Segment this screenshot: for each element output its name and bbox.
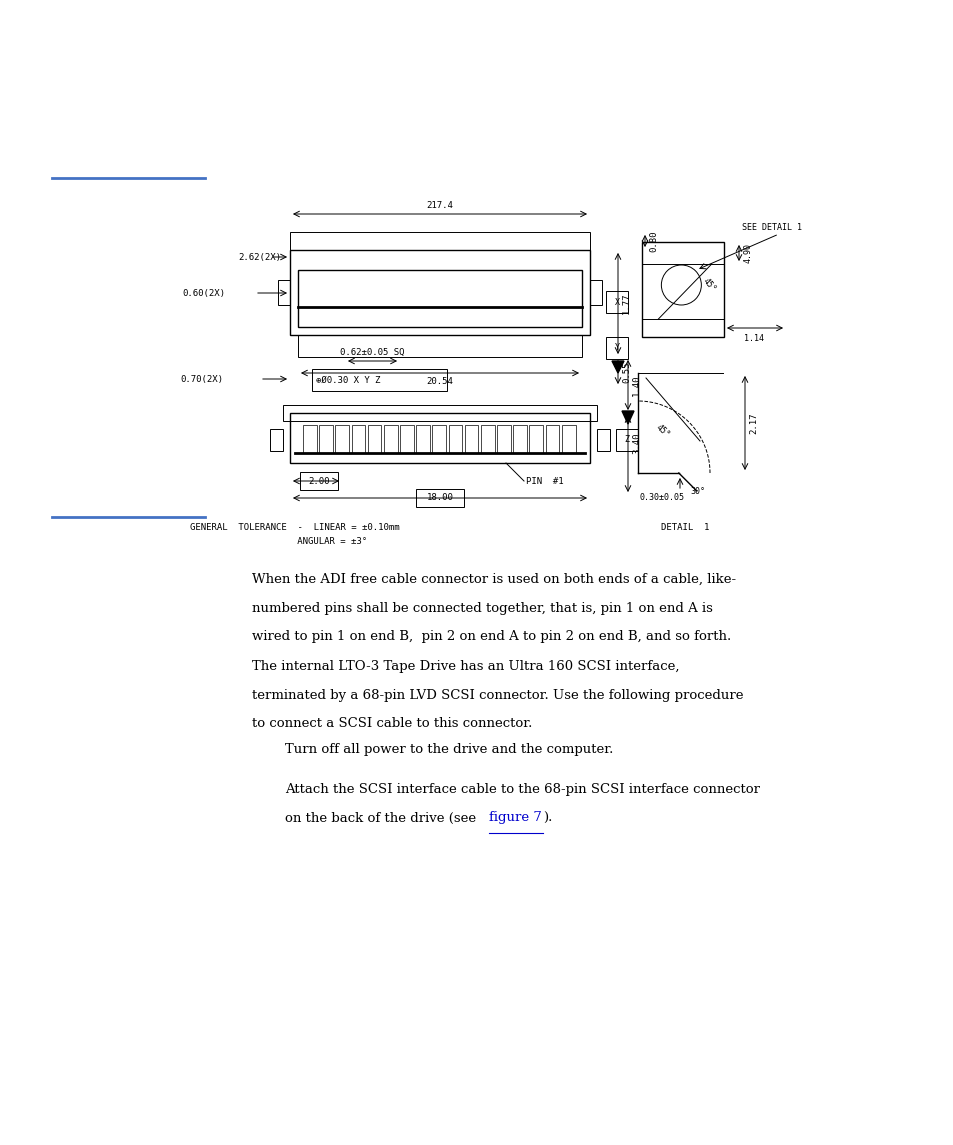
Text: 217.4: 217.4 — [426, 202, 453, 210]
Text: to connect a SCSI cable to this connector.: to connect a SCSI cable to this connecto… — [252, 717, 532, 731]
Bar — [605, 337, 627, 360]
Bar — [277, 281, 290, 305]
Bar — [383, 425, 397, 453]
Bar — [399, 425, 414, 453]
Bar — [641, 242, 723, 337]
Text: 0.30±0.05: 0.30±0.05 — [639, 492, 684, 502]
Text: terminated by a 68-pin LVD SCSI connector. Use the following procedure: terminated by a 68-pin LVD SCSI connecto… — [252, 688, 742, 702]
Text: numbered pins shall be connected together, that is, pin 1 on end A is: numbered pins shall be connected togethe… — [252, 601, 712, 615]
Text: When the ADI free cable connector is used on both ends of a cable, like-: When the ADI free cable connector is use… — [252, 572, 736, 586]
Text: wired to pin 1 on end B,  pin 2 on end A to pin 2 on end B, and so forth.: wired to pin 1 on end B, pin 2 on end A … — [252, 630, 731, 643]
Bar — [290, 413, 589, 463]
Text: 2.00: 2.00 — [308, 476, 330, 485]
Bar — [432, 425, 446, 453]
Bar — [283, 405, 597, 421]
Polygon shape — [621, 411, 634, 424]
Bar — [416, 489, 463, 507]
Bar — [312, 369, 447, 390]
Bar — [290, 232, 589, 250]
Text: 0.60(2X): 0.60(2X) — [182, 289, 225, 298]
Text: 1.14: 1.14 — [743, 334, 763, 344]
Bar — [605, 291, 627, 313]
Text: ⊕Ø0.30 X Y Z: ⊕Ø0.30 X Y Z — [315, 376, 380, 385]
Bar — [270, 429, 283, 451]
Bar — [303, 425, 316, 453]
Text: Attach the SCSI interface cable to the 68-pin SCSI interface connector: Attach the SCSI interface cable to the 6… — [285, 783, 760, 796]
Text: 30°: 30° — [689, 487, 704, 496]
Bar — [464, 425, 478, 453]
Text: on the back of the drive (see: on the back of the drive (see — [285, 812, 480, 824]
Bar — [335, 425, 349, 453]
Text: GENERAL  TOLERANCE  -  LINEAR = ±0.10mm: GENERAL TOLERANCE - LINEAR = ±0.10mm — [190, 523, 399, 532]
Text: 45°: 45° — [654, 423, 671, 440]
Polygon shape — [612, 361, 623, 373]
Bar — [448, 425, 462, 453]
Text: SEE DETAIL 1: SEE DETAIL 1 — [741, 223, 801, 232]
Text: PIN  #1: PIN #1 — [525, 476, 563, 485]
Bar — [561, 425, 575, 453]
Bar — [513, 425, 526, 453]
Text: 2.17: 2.17 — [748, 412, 758, 434]
Text: 0.55: 0.55 — [621, 362, 630, 382]
Text: DETAIL  1: DETAIL 1 — [660, 523, 708, 532]
Bar — [597, 429, 609, 451]
Text: ANGULAR = ±3°: ANGULAR = ±3° — [222, 537, 367, 546]
Bar — [297, 335, 581, 357]
Text: 0.80: 0.80 — [648, 230, 658, 252]
Bar — [299, 472, 337, 490]
Text: Y: Y — [614, 344, 618, 353]
Bar — [290, 250, 589, 335]
Bar — [480, 425, 494, 453]
Text: Z: Z — [624, 435, 629, 444]
Text: figure 7: figure 7 — [489, 812, 541, 824]
Text: The internal LTO-3 Tape Drive has an Ultra 160 SCSI interface,: The internal LTO-3 Tape Drive has an Ult… — [252, 660, 679, 673]
Bar — [497, 425, 510, 453]
Text: Turn off all power to the drive and the computer.: Turn off all power to the drive and the … — [285, 743, 613, 756]
Text: 2.62(2X): 2.62(2X) — [237, 253, 281, 261]
Text: 45°: 45° — [700, 276, 717, 293]
Bar — [589, 281, 601, 305]
Bar — [297, 270, 581, 327]
Bar — [351, 425, 365, 453]
Bar — [616, 429, 638, 451]
Bar — [367, 425, 381, 453]
Bar — [529, 425, 542, 453]
Text: 4.90: 4.90 — [743, 243, 752, 263]
Text: 18.00: 18.00 — [426, 493, 453, 503]
Text: 0.70(2X): 0.70(2X) — [180, 374, 223, 384]
Bar — [545, 425, 558, 453]
Bar — [416, 425, 430, 453]
Text: 3.40: 3.40 — [631, 433, 640, 453]
Text: 20.54: 20.54 — [426, 377, 453, 386]
Text: 0.62±0.05 SQ: 0.62±0.05 SQ — [339, 348, 404, 357]
Bar — [319, 425, 333, 453]
Text: X: X — [614, 298, 618, 307]
Text: 1.77: 1.77 — [621, 293, 630, 314]
Text: ).: ). — [543, 812, 552, 824]
Text: 1.40: 1.40 — [631, 374, 640, 396]
